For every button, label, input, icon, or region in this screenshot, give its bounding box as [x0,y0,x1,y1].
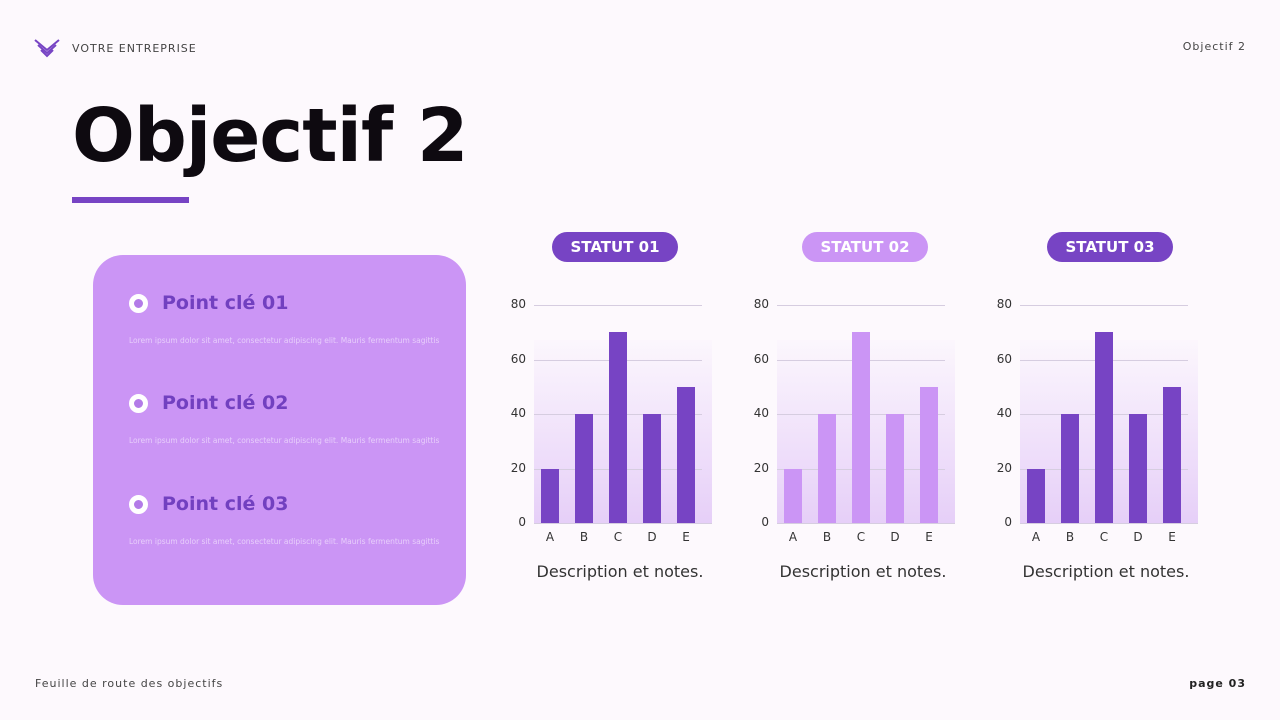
bar-c [852,332,870,523]
keypoint-item: Point clé 01 Lorem ipsum dolor sit amet,… [129,292,449,345]
bar-a [1027,468,1045,523]
status-badge: STATUT 01 [552,232,678,262]
x-tick-label: B [1065,530,1075,544]
bar-c [1095,332,1113,523]
y-tick-label: 20 [510,460,526,475]
y-tick-label: 40 [753,406,769,420]
keypoint-text: Lorem ipsum dolor sit amet, consectetur … [129,537,440,546]
x-tick-label: A [788,530,798,544]
y-tick-label: 40 [996,406,1012,420]
y-tick-label: 20 [753,460,769,475]
x-tick-label: D [890,530,900,544]
footer-title: Feuille de route des objectifs [35,677,224,690]
ring-bullet-icon [129,293,148,313]
chevron-stack-icon [34,39,60,58]
ring-bullet-icon [129,393,148,413]
y-tick-label: 80 [510,297,526,311]
bar-a [784,468,802,523]
bar-b [1061,414,1079,523]
x-tick-label: B [579,530,589,544]
keypoint-title: Point clé 03 [162,493,289,515]
bar-e [1163,386,1181,523]
x-tick-label: A [545,530,555,544]
chart-description: Description et notes. [779,562,947,581]
keypoints-panel: Point clé 01 Lorem ipsum dolor sit amet,… [93,255,466,605]
y-tick-label: 0 [518,515,526,529]
x-tick-label: C [613,530,623,544]
bar-c [609,332,627,523]
y-tick-label: 20 [996,460,1012,475]
gridline [534,523,712,524]
bar-e [677,386,695,523]
brand: VOTRE ENTREPRISE [34,38,197,58]
keypoint-text: Lorem ipsum dolor sit amet, consectetur … [129,336,440,345]
y-tick-label: 40 [510,406,526,420]
bar-d [886,414,904,523]
x-tick-label: D [647,530,657,544]
bar-chart: 0 20 40 60 80 A B C D E [500,297,740,565]
bar-b [818,414,836,523]
status-badge: STATUT 02 [802,232,928,262]
x-tick-label: C [856,530,866,544]
x-tick-label: C [1099,530,1109,544]
section-label: Objectif 2 [1182,40,1246,53]
bar-chart: 0 20 40 60 80 A B C D E [986,297,1226,565]
bar-chart: 0 20 40 60 80 A B C D E [743,297,983,565]
y-tick-label: 80 [753,297,769,311]
page-number: page 03 [1189,677,1246,690]
keypoint-title: Point clé 01 [162,292,289,314]
x-tick-label: E [1168,530,1176,544]
keypoint-title: Point clé 02 [162,392,289,414]
bar-b [575,414,593,523]
y-tick-label: 60 [510,351,526,366]
bar-d [643,414,661,523]
x-tick-label: E [682,530,690,544]
gridline [777,523,955,524]
chart-description: Description et notes. [536,562,704,581]
x-tick-label: D [1133,530,1143,544]
keypoint-item: Point clé 03 Lorem ipsum dolor sit amet,… [129,493,449,546]
bar-d [1129,414,1147,523]
y-tick-label: 60 [753,351,769,366]
gridline [1020,305,1188,306]
bar-a [541,468,559,523]
gridline [777,305,945,306]
ring-bullet-icon [129,494,148,514]
y-tick-label: 0 [761,515,769,529]
y-tick-label: 60 [996,351,1012,366]
y-tick-label: 80 [996,297,1012,311]
status-badge: STATUT 03 [1047,232,1173,262]
keypoint-item: Point clé 02 Lorem ipsum dolor sit amet,… [129,392,449,445]
company-name: VOTRE ENTREPRISE [72,41,197,55]
gridline [1020,523,1198,524]
bar-e [920,386,938,523]
y-tick-label: 0 [1004,515,1012,529]
title-underline [72,197,189,203]
gridline [534,305,702,306]
x-tick-label: A [1031,530,1041,544]
keypoint-text: Lorem ipsum dolor sit amet, consectetur … [129,436,440,445]
x-tick-label: E [925,530,933,544]
x-tick-label: B [822,530,832,544]
page-title: Objectif 2 [72,93,468,179]
chart-description: Description et notes. [1022,562,1190,581]
